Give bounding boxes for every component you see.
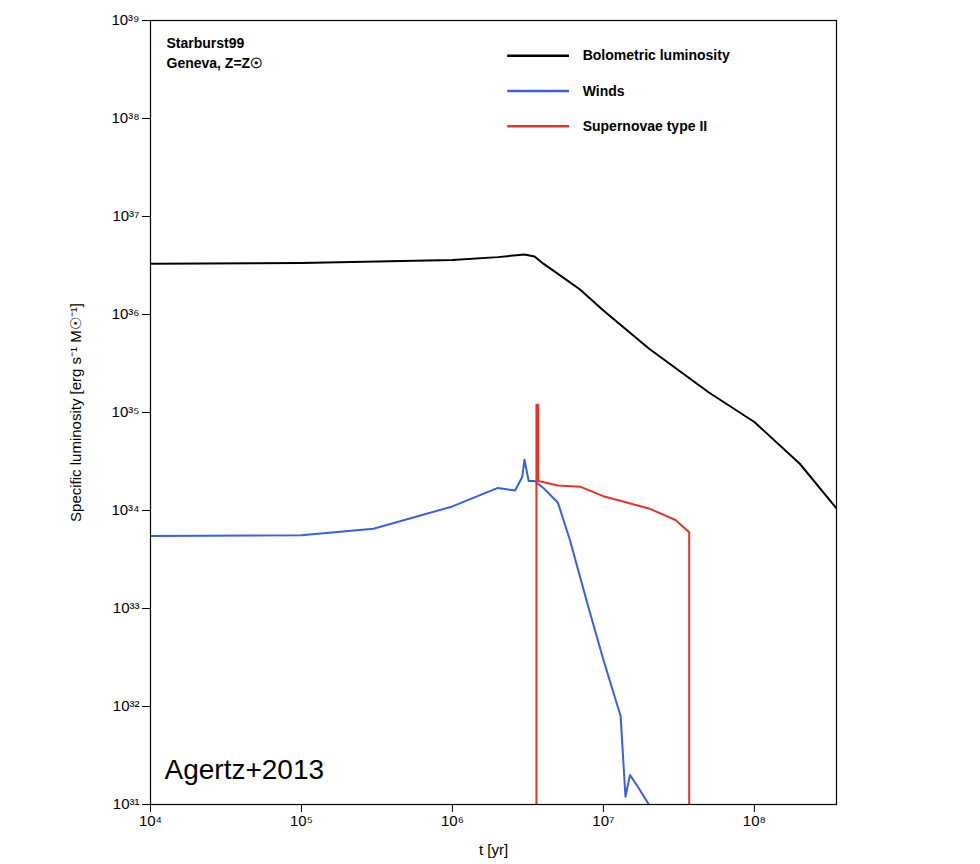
svg-text:10³³: 10³³: [113, 599, 140, 616]
svg-text:10³⁵: 10³⁵: [112, 403, 140, 420]
svg-text:Winds: Winds: [583, 83, 625, 99]
svg-text:Starburst99: Starburst99: [167, 35, 245, 51]
svg-text:10³⁴: 10³⁴: [111, 501, 139, 518]
svg-text:Agertz+2013: Agertz+2013: [165, 754, 325, 785]
svg-text:10³²: 10³²: [113, 697, 140, 714]
svg-text:10³⁶: 10³⁶: [112, 305, 140, 322]
svg-text:Geneva, Z=Z☉: Geneva, Z=Z☉: [167, 55, 264, 71]
svg-text:t [yr]: t [yr]: [479, 841, 508, 858]
svg-text:10⁷: 10⁷: [592, 812, 614, 829]
svg-text:Specific luminosity [erg s⁻¹ M: Specific luminosity [erg s⁻¹ M☉⁻¹]: [67, 303, 84, 522]
svg-text:10³⁷: 10³⁷: [112, 207, 139, 224]
svg-text:10³¹: 10³¹: [113, 795, 140, 812]
svg-text:Bolometric luminosity: Bolometric luminosity: [583, 47, 730, 63]
svg-text:Supernovae type II: Supernovae type II: [583, 118, 707, 134]
svg-text:10⁸: 10⁸: [743, 812, 766, 829]
svg-text:10³⁹: 10³⁹: [111, 11, 139, 28]
svg-text:10⁶: 10⁶: [441, 812, 464, 829]
svg-text:10³⁸: 10³⁸: [111, 109, 139, 126]
svg-text:10⁵: 10⁵: [290, 812, 313, 829]
svg-text:10⁴: 10⁴: [139, 812, 162, 829]
